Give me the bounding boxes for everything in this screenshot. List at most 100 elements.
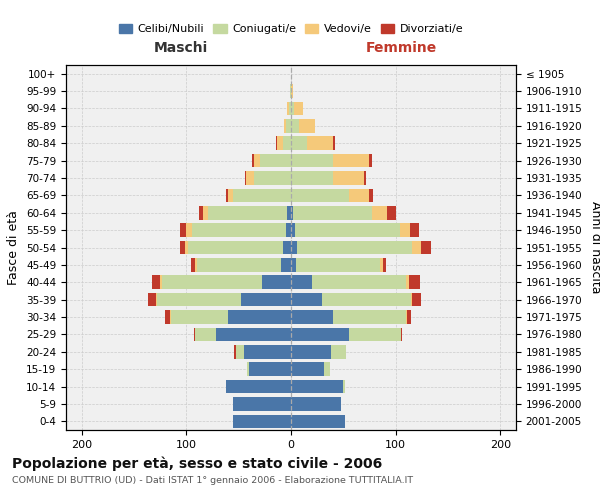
Bar: [245, 171, 246, 185]
Bar: [191, 258, 195, 272]
Bar: [162, 276, 262, 289]
Bar: [284, 119, 286, 132]
Legend: Celibi/Nubili, Coniugati/e, Vedovi/e, Divorziati/e: Celibi/Nubili, Coniugati/e, Vedovi/e, Di…: [115, 20, 467, 39]
Bar: [228, 310, 291, 324]
Bar: [152, 276, 160, 289]
Bar: [246, 171, 254, 185]
Bar: [291, 380, 343, 394]
Bar: [380, 258, 383, 272]
Bar: [208, 206, 287, 220]
Bar: [241, 293, 291, 306]
Bar: [289, 102, 291, 115]
Bar: [195, 258, 197, 272]
Bar: [312, 276, 406, 289]
Text: Maschi: Maschi: [154, 40, 208, 54]
Bar: [291, 102, 294, 115]
Bar: [333, 136, 335, 150]
Bar: [412, 293, 421, 306]
Bar: [291, 154, 333, 168]
Bar: [233, 188, 291, 202]
Bar: [277, 136, 283, 150]
Bar: [228, 188, 233, 202]
Bar: [233, 397, 291, 410]
Bar: [291, 84, 293, 98]
Bar: [226, 380, 291, 394]
Bar: [343, 380, 346, 394]
Bar: [294, 102, 302, 115]
Bar: [401, 328, 402, 341]
Bar: [291, 293, 322, 306]
Bar: [203, 206, 208, 220]
Bar: [286, 224, 291, 237]
Bar: [291, 397, 341, 410]
Bar: [290, 84, 291, 98]
Bar: [331, 345, 346, 358]
Bar: [291, 310, 333, 324]
Bar: [291, 240, 297, 254]
Bar: [333, 310, 406, 324]
Bar: [244, 345, 291, 358]
Bar: [291, 276, 312, 289]
Text: Popolazione per età, sesso e stato civile - 2006: Popolazione per età, sesso e stato civil…: [12, 456, 382, 471]
Bar: [233, 414, 291, 428]
Bar: [297, 240, 412, 254]
Bar: [156, 293, 157, 306]
Bar: [387, 206, 395, 220]
Bar: [254, 154, 260, 168]
Bar: [287, 206, 291, 220]
Bar: [199, 206, 203, 220]
Bar: [148, 293, 156, 306]
Bar: [291, 345, 331, 358]
Bar: [299, 119, 315, 132]
Bar: [295, 224, 400, 237]
Bar: [291, 328, 349, 341]
Bar: [191, 224, 286, 237]
Bar: [371, 206, 387, 220]
Bar: [409, 276, 420, 289]
Bar: [421, 240, 431, 254]
Bar: [291, 119, 299, 132]
Bar: [254, 171, 291, 185]
Bar: [291, 414, 346, 428]
Y-axis label: Anni di nascita: Anni di nascita: [589, 201, 600, 294]
Bar: [406, 276, 409, 289]
Bar: [252, 154, 254, 168]
Bar: [370, 154, 371, 168]
Bar: [187, 224, 191, 237]
Bar: [215, 328, 291, 341]
Bar: [160, 276, 162, 289]
Bar: [333, 171, 364, 185]
Bar: [283, 136, 291, 150]
Bar: [349, 188, 370, 202]
Y-axis label: Fasce di età: Fasce di età: [7, 210, 20, 285]
Bar: [197, 258, 281, 272]
Bar: [333, 154, 370, 168]
Bar: [260, 154, 291, 168]
Bar: [166, 310, 170, 324]
Bar: [262, 276, 291, 289]
Bar: [400, 224, 410, 237]
Bar: [291, 224, 295, 237]
Bar: [364, 171, 367, 185]
Bar: [170, 310, 228, 324]
Bar: [410, 224, 419, 237]
Bar: [180, 240, 185, 254]
Bar: [185, 240, 188, 254]
Bar: [180, 224, 187, 237]
Bar: [226, 188, 228, 202]
Bar: [322, 293, 412, 306]
Text: COMUNE DI BUTTRIO (UD) - Dati ISTAT 1° gennaio 2006 - Elaborazione TUTTITALIA.IT: COMUNE DI BUTTRIO (UD) - Dati ISTAT 1° g…: [12, 476, 413, 485]
Bar: [236, 345, 244, 358]
Text: Femmine: Femmine: [365, 40, 437, 54]
Bar: [291, 188, 349, 202]
Bar: [412, 240, 421, 254]
Bar: [287, 102, 289, 115]
Bar: [383, 258, 386, 272]
Bar: [195, 328, 215, 341]
Bar: [291, 136, 307, 150]
Bar: [307, 136, 333, 150]
Bar: [188, 240, 283, 254]
Bar: [291, 258, 296, 272]
Bar: [291, 362, 325, 376]
Bar: [325, 362, 330, 376]
